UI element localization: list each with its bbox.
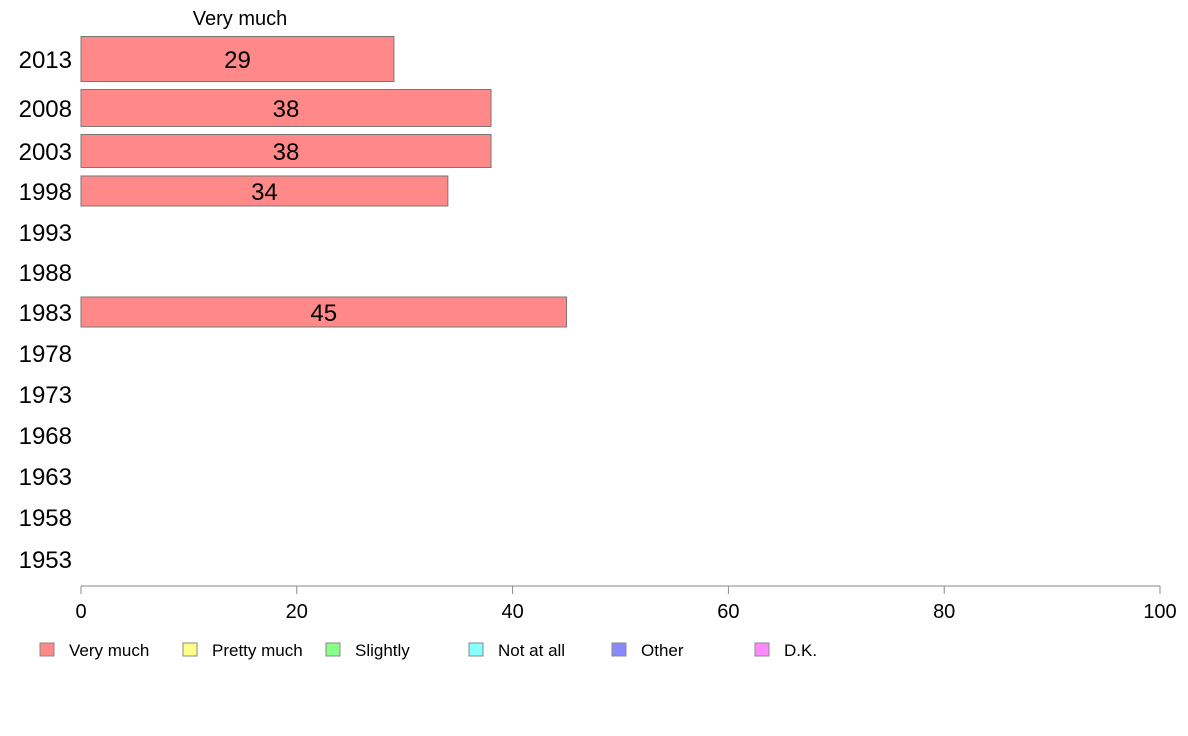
bar-value-2008: 38 — [273, 96, 300, 123]
legend-label-0: Very much — [69, 641, 149, 660]
legend: Very much Pretty much Slightly Not at all Ot… — [39, 641, 817, 660]
year-label-1983: 1983 — [19, 300, 72, 327]
year-label-2013: 2013 — [19, 47, 72, 74]
x-tick-label-100: 100 — [1143, 601, 1176, 623]
year-label-1963: 1963 — [19, 464, 72, 491]
year-label-1973: 1973 — [19, 382, 72, 409]
x-tick-label-20: 20 — [286, 601, 308, 623]
x-tick-label-80: 80 — [933, 601, 955, 623]
legend-swatch-4 — [611, 642, 627, 657]
year-label-2008: 2008 — [19, 96, 72, 123]
year-label-1958: 1958 — [19, 505, 72, 532]
legend-swatch-5 — [754, 642, 770, 657]
bar-1983 — [80, 296, 568, 328]
x-tick-label-0: 0 — [75, 601, 86, 623]
x-tick-label-40: 40 — [501, 601, 523, 623]
bar-value-1998: 34 — [251, 179, 278, 206]
column-title: Very much — [193, 8, 287, 30]
legend-label-2: Slightly — [355, 641, 410, 660]
x-tick-label-60: 60 — [717, 601, 739, 623]
legend-swatch-0 — [39, 642, 55, 657]
bar-value-2003: 38 — [273, 139, 300, 166]
year-label-2003: 2003 — [19, 139, 72, 166]
bar-value-1983: 45 — [310, 300, 337, 327]
bar-2008 — [80, 89, 492, 127]
legend-swatch-3 — [468, 642, 484, 657]
year-label-1993: 1993 — [19, 220, 72, 247]
bar-1998 — [80, 175, 449, 207]
year-label-1988: 1988 — [19, 260, 72, 287]
bar-2013 — [80, 36, 395, 82]
x-axis: 0 20 40 60 80 100 — [75, 585, 1177, 623]
bar-2003 — [80, 134, 492, 168]
bar-value-2013: 29 — [224, 47, 251, 74]
legend-swatch-2 — [325, 642, 341, 657]
year-label-1968: 1968 — [19, 423, 72, 450]
year-label-1998: 1998 — [19, 179, 72, 206]
legend-label-1: Pretty much — [212, 641, 303, 660]
year-label-1978: 1978 — [19, 341, 72, 368]
legend-label-4: Other — [641, 641, 684, 660]
year-label-1953: 1953 — [19, 547, 72, 574]
legend-label-5: D.K. — [784, 641, 817, 660]
legend-swatch-1 — [182, 642, 198, 657]
legend-label-3: Not at all — [498, 641, 565, 660]
bar-rows: 2013 29 2008 38 2003 38 1998 34 1993 1988 1983 45 19… — [19, 36, 568, 574]
